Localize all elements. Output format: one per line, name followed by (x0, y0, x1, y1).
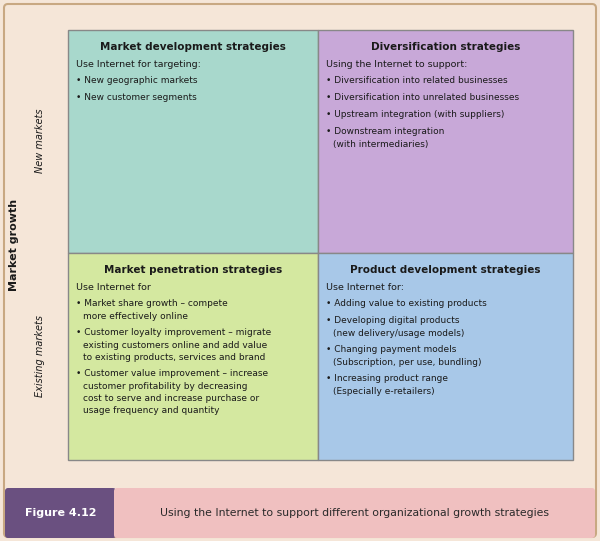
Text: • Developing digital products: • Developing digital products (326, 316, 460, 325)
Text: • Downstream integration: • Downstream integration (326, 127, 445, 136)
Text: Using the Internet to support different organizational growth strategies: Using the Internet to support different … (160, 508, 549, 518)
Text: Figure 4.12: Figure 4.12 (25, 508, 96, 518)
Text: usage frequency and quantity: usage frequency and quantity (83, 406, 220, 415)
Text: Market penetration strategies: Market penetration strategies (104, 265, 282, 275)
Text: Existing products: Existing products (151, 490, 235, 500)
Text: • New geographic markets: • New geographic markets (76, 76, 197, 85)
Text: Product growth: Product growth (271, 518, 368, 528)
FancyBboxPatch shape (4, 4, 596, 537)
Text: Diversification strategies: Diversification strategies (371, 42, 520, 52)
Text: • Diversification into related businesses: • Diversification into related businesse… (326, 76, 508, 85)
Text: cost to serve and increase purchase or: cost to serve and increase purchase or (83, 394, 259, 403)
Text: • Adding value to existing products: • Adding value to existing products (326, 299, 487, 308)
Text: • Changing payment models: • Changing payment models (326, 345, 457, 354)
FancyBboxPatch shape (114, 488, 595, 538)
Text: Market growth: Market growth (9, 199, 19, 291)
Text: • Upstream integration (with suppliers): • Upstream integration (with suppliers) (326, 110, 505, 119)
Text: Use Internet for: Use Internet for (76, 283, 151, 292)
Text: to existing products, services and brand: to existing products, services and brand (83, 353, 265, 362)
Text: • Customer loyalty improvement – migrate: • Customer loyalty improvement – migrate (76, 328, 271, 337)
Text: (Subscription, per use, bundling): (Subscription, per use, bundling) (333, 358, 482, 367)
Text: Use Internet for:: Use Internet for: (326, 283, 404, 292)
Text: Existing markets: Existing markets (35, 315, 45, 397)
FancyBboxPatch shape (318, 253, 573, 460)
FancyBboxPatch shape (68, 253, 318, 460)
Text: • Customer value improvement – increase: • Customer value improvement – increase (76, 369, 268, 378)
Text: Using the Internet to support:: Using the Internet to support: (326, 60, 467, 69)
Text: • Increasing product range: • Increasing product range (326, 374, 448, 383)
FancyBboxPatch shape (318, 30, 573, 253)
Text: (new delivery/usage models): (new delivery/usage models) (333, 329, 464, 338)
FancyBboxPatch shape (5, 488, 116, 538)
Text: customer profitability by decreasing: customer profitability by decreasing (83, 382, 248, 391)
Text: more effectively online: more effectively online (83, 312, 188, 321)
Text: Use Internet for targeting:: Use Internet for targeting: (76, 60, 201, 69)
Text: Product development strategies: Product development strategies (350, 265, 541, 275)
Text: (with intermediaries): (with intermediaries) (333, 140, 428, 149)
Text: New markets: New markets (35, 109, 45, 173)
Text: • New customer segments: • New customer segments (76, 93, 197, 102)
FancyBboxPatch shape (68, 30, 318, 253)
Text: Market development strategies: Market development strategies (100, 42, 286, 52)
Text: (Especially e-retailers): (Especially e-retailers) (333, 387, 434, 396)
Text: existing customers online and add value: existing customers online and add value (83, 341, 267, 350)
Text: New products: New products (412, 490, 479, 500)
Text: • Market share growth – compete: • Market share growth – compete (76, 299, 228, 308)
Text: • Diversification into unrelated businesses: • Diversification into unrelated busines… (326, 93, 519, 102)
